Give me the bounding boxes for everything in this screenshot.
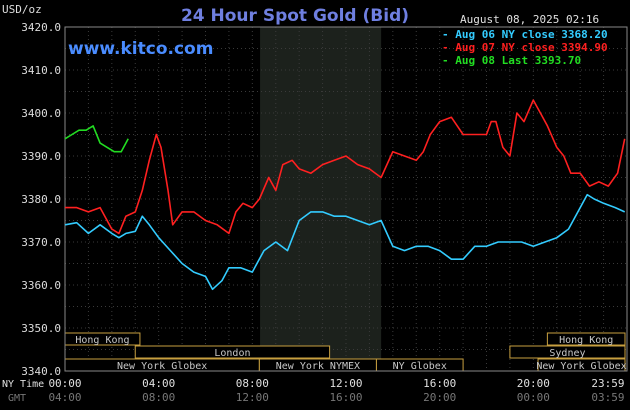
session-label: New York Globex bbox=[536, 361, 626, 372]
legend-entry: - Aug 06 NY close 3368.20 bbox=[442, 28, 608, 41]
y-tick-label: 3420.0 bbox=[21, 21, 61, 34]
nymex-highlight-band bbox=[260, 27, 382, 371]
session-bar bbox=[509, 345, 626, 359]
y-tick-label: 3410.0 bbox=[21, 64, 61, 77]
x-tick-label-ny: 08:00 bbox=[236, 377, 269, 390]
y-tick-label: 3380.0 bbox=[21, 193, 61, 206]
series-line-1 bbox=[65, 99, 626, 235]
legend-entry: - Aug 07 NY close 3394.90 bbox=[442, 41, 608, 54]
y-tick-label: 3390.0 bbox=[21, 150, 61, 163]
session-label: London bbox=[214, 348, 250, 359]
x-tick-label-gmt: 12:00 bbox=[236, 391, 269, 404]
y-tick-label: 3350.0 bbox=[21, 322, 61, 335]
session-label: New York NYMEX bbox=[276, 361, 360, 372]
series-line-2 bbox=[64, 125, 129, 153]
timestamp: August 08, 2025 02:16 bbox=[460, 13, 599, 26]
session-bar bbox=[134, 345, 331, 359]
y-unit-label: USD/oz bbox=[2, 3, 42, 16]
session-label: New York Globex bbox=[117, 361, 207, 372]
ny-time-row-label: NY Time bbox=[2, 379, 44, 390]
x-tick-label-gmt: 03:59 bbox=[591, 391, 624, 404]
x-tick-label-ny: 16:00 bbox=[423, 377, 456, 390]
x-tick-label-ny: 00:00 bbox=[48, 377, 81, 390]
y-tick-label: 3360.0 bbox=[21, 279, 61, 292]
legend-entry: - Aug 08 Last 3393.70 bbox=[442, 54, 581, 67]
y-tick-label: 3400.0 bbox=[21, 107, 61, 120]
y-tick-label: 3340.0 bbox=[21, 365, 61, 378]
x-tick-label-ny: 04:00 bbox=[142, 377, 175, 390]
x-tick-label-gmt: 04:00 bbox=[48, 391, 81, 404]
chart-title: 24 Hour Spot Gold (Bid) bbox=[181, 6, 409, 26]
x-tick-label-gmt: 16:00 bbox=[329, 391, 362, 404]
session-label: Hong Kong bbox=[559, 335, 613, 346]
x-tick-label-gmt: 08:00 bbox=[142, 391, 175, 404]
x-tick-label-ny: 20:00 bbox=[517, 377, 550, 390]
x-tick-label-gmt: 20:00 bbox=[423, 391, 456, 404]
plot-frame bbox=[64, 26, 628, 372]
x-tick-label-gmt: 00:00 bbox=[517, 391, 550, 404]
website-label: www.kitco.com bbox=[68, 39, 213, 59]
gmt-row-label: GMT bbox=[8, 393, 26, 404]
y-tick-label: 3370.0 bbox=[21, 236, 61, 249]
session-label: NY Globex bbox=[393, 361, 447, 372]
session-label: Hong Kong bbox=[75, 335, 129, 346]
x-tick-label-ny: 23:59 bbox=[591, 377, 624, 390]
session-bar bbox=[546, 332, 626, 346]
x-tick-label-ny: 12:00 bbox=[329, 377, 362, 390]
session-label: Sydney bbox=[549, 348, 585, 359]
series-line-0 bbox=[64, 193, 626, 291]
